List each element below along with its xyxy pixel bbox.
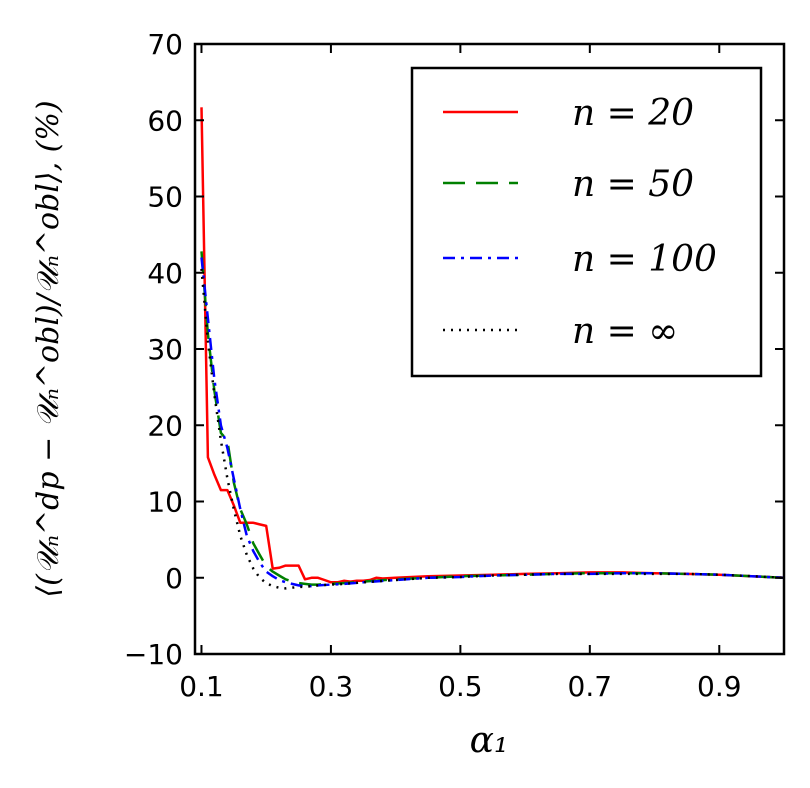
x-tick-label: 0.5: [438, 670, 483, 703]
y-tick-label: −10: [124, 638, 183, 671]
legend-frame: [410, 66, 763, 378]
x-tick-label: 0.3: [309, 670, 354, 703]
x-tick-label: 0.7: [568, 670, 613, 703]
legend-label-ninf: n = ∞: [572, 311, 678, 352]
legend: n = 20 n = 50 n = 100 n = ∞: [410, 66, 763, 378]
series-line-1: [200, 251, 784, 586]
y-tick-label: 70: [147, 28, 183, 61]
series-line-2: [200, 257, 784, 588]
y-tick-label: 30: [147, 333, 183, 366]
y-tick-label: 60: [147, 104, 183, 137]
y-tick-label: 50: [147, 181, 183, 214]
legend-label-n20: n = 20: [572, 93, 694, 134]
legend-label-n100: n = 100: [572, 239, 717, 280]
ticks-group: 0.1 0.3 0.5 0.7 0.9 −10 0 10 20 30 40 50 60 70: [124, 28, 784, 703]
x-axis-label: α₁: [470, 720, 509, 761]
legend-label-n50: n = 50: [572, 164, 694, 205]
y-tick-label: 20: [147, 409, 183, 442]
y-axis-label: ⟨(𝒰ₙ^dp − 𝒰ₙ^obl)/𝒰ₙ^obl⟩, (%): [31, 100, 66, 597]
y-tick-label: 40: [147, 257, 183, 290]
x-tick-label: 0.1: [179, 670, 224, 703]
y-tick-label: 10: [147, 486, 183, 519]
x-tick-label: 0.9: [697, 670, 742, 703]
y-tick-label: 0: [165, 562, 183, 595]
series-group: [200, 107, 784, 590]
